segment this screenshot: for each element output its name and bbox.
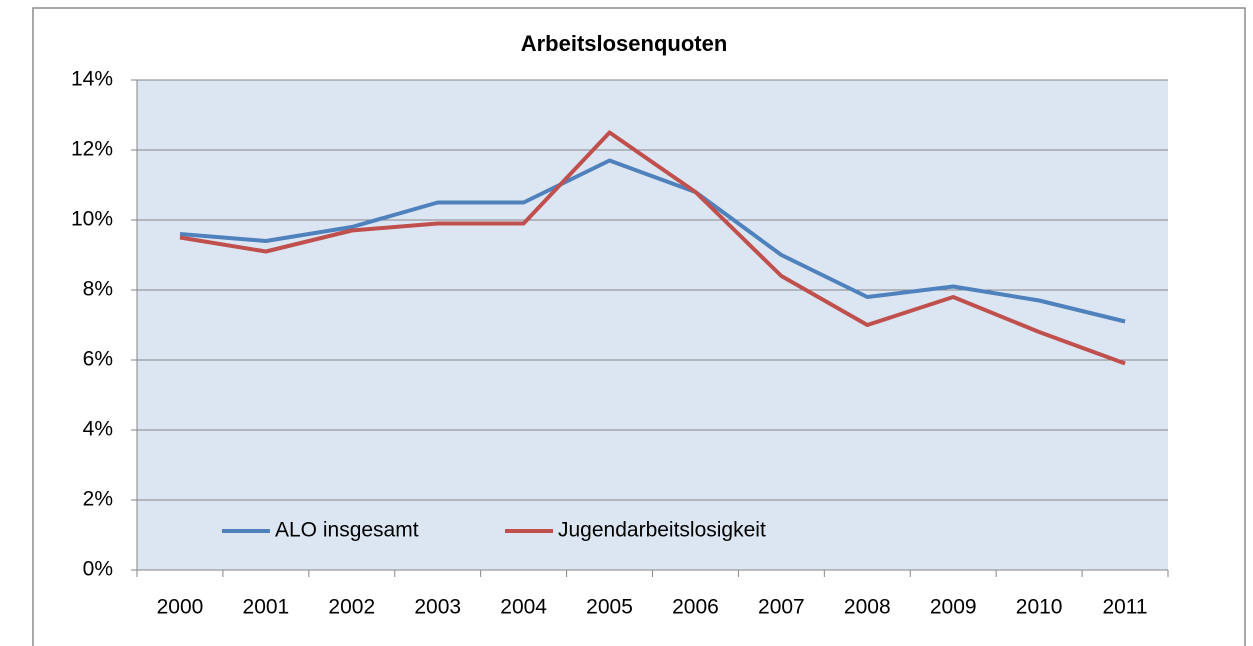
y-tick-label: 12%	[71, 138, 113, 161]
x-tick-label: 2003	[414, 596, 461, 619]
y-tick-label: 4%	[83, 418, 113, 441]
chart-title: Arbeitslosenquoten	[521, 31, 728, 56]
x-tick-label: 2001	[243, 596, 290, 619]
legend-label: Jugendarbeitslosigkeit	[558, 519, 766, 542]
data-line	[179, 130, 1126, 366]
x-tick-label: 2004	[500, 596, 547, 619]
x-tick-label: 2010	[1016, 596, 1063, 619]
y-tick-label: 8%	[83, 278, 113, 301]
x-tick-label: 2002	[328, 596, 375, 619]
y-tick-label: 14%	[71, 68, 113, 91]
y-tick-label: 6%	[83, 348, 113, 371]
x-tick-label: 2007	[758, 596, 805, 619]
x-tick-label: 2005	[586, 596, 633, 619]
x-tick-label: 2006	[672, 596, 719, 619]
x-tick-label: 2000	[157, 596, 204, 619]
x-tick-label: 2009	[930, 596, 977, 619]
y-tick-label: 0%	[83, 558, 113, 581]
y-tick-label: 2%	[83, 488, 113, 511]
legend-label: ALO insgesamt	[275, 519, 419, 542]
x-tick-label: 2011	[1102, 596, 1147, 619]
x-tick-label: 2008	[844, 596, 891, 619]
y-tick-label: 10%	[71, 208, 113, 231]
plot-area	[137, 80, 1168, 570]
data-line	[179, 158, 1126, 324]
